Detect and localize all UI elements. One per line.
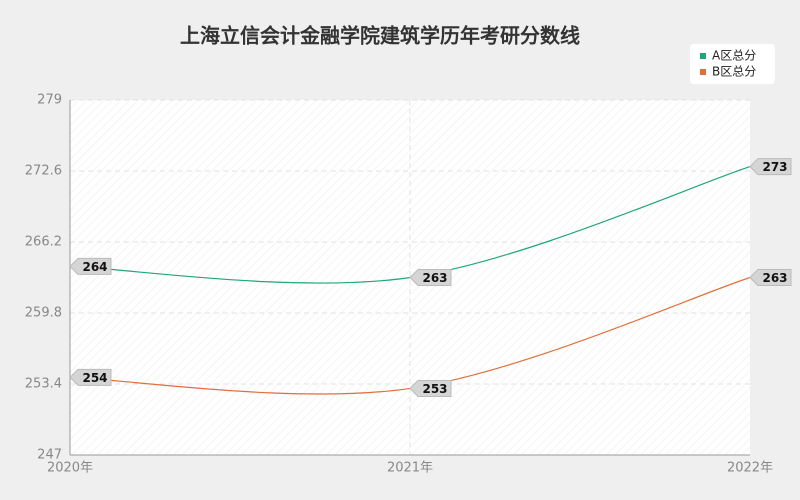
data-label-box [69,257,112,275]
data-label-box [69,368,112,386]
y-tick-label: 253.4 [25,377,62,392]
y-tick-label: 259.8 [25,306,62,321]
data-label: 263 [762,271,787,285]
legend-label: A区总分 [712,49,756,63]
x-tick-label: 2020年 [47,461,93,476]
chart-title: 上海立信会计金融学院建筑学历年考研分数线 [180,24,580,48]
plot: 247 253.4 259.8 266.2 272.6 279 2020年 2021年 2022… [25,49,792,476]
data-label-box [749,158,792,176]
legend-box [690,44,775,84]
y-tick-label: 279 [37,93,62,108]
y-tick-label: 272.6 [25,164,62,179]
data-label: 264 [82,260,107,274]
data-label: 253 [422,382,447,396]
y-tick-label: 247 [37,448,62,463]
data-label: 254 [82,371,107,385]
data-label: 273 [762,160,787,174]
legend-marker [700,53,706,59]
data-label-box [409,269,452,286]
data-label-box [409,379,452,397]
x-tick-label: 2022年 [727,461,773,476]
data-label-box [749,269,792,286]
x-tick-label: 2021年 [387,461,433,476]
legend-marker [700,69,706,75]
data-label: 263 [422,271,447,285]
legend-label: B区总分 [712,65,756,79]
y-tick-label: 266.2 [25,235,62,250]
